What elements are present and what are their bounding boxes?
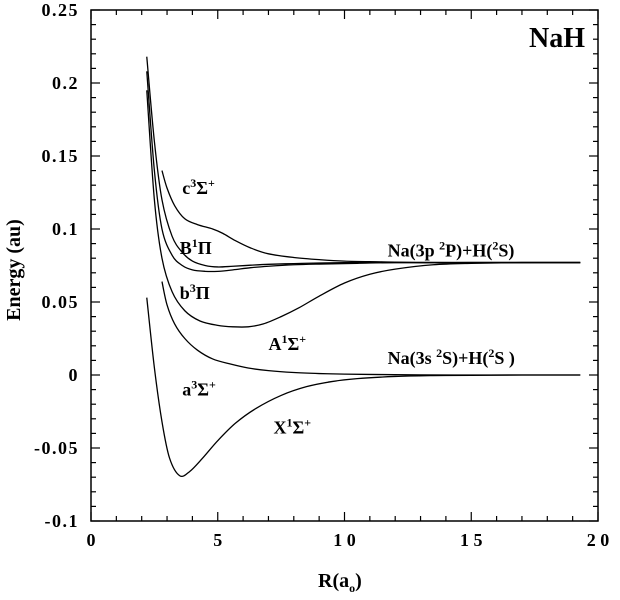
state-label: Na(3s 2S)+H(2S ) bbox=[388, 346, 515, 369]
y-tick-label: -0.05 bbox=[34, 438, 79, 458]
state-label: c3Σ+ bbox=[182, 176, 215, 198]
y-axis-title: Energy (au) bbox=[3, 219, 25, 321]
x-tick-label: 5 bbox=[213, 530, 222, 550]
state-label: X1Σ+ bbox=[274, 415, 312, 437]
plot-frame bbox=[90, 9, 599, 522]
curve-c3Σ+ bbox=[161, 170, 581, 264]
y-tick-label: 0.25 bbox=[42, 0, 80, 20]
y-tick-label: 0.2 bbox=[52, 73, 79, 93]
x-tick-label: 1 0 bbox=[333, 530, 356, 550]
chart-title: NaH bbox=[529, 23, 585, 54]
state-label: Na(3p 2P)+H(2S) bbox=[388, 239, 515, 262]
y-tick-label: 0.15 bbox=[42, 146, 80, 166]
curve-X1Σ+ bbox=[146, 297, 581, 478]
curve-B1Π bbox=[146, 56, 581, 268]
x-tick-label: 2 0 bbox=[587, 530, 610, 550]
state-label: A1Σ+ bbox=[268, 332, 306, 354]
x-tick-label: 1 5 bbox=[460, 530, 483, 550]
y-tick-label: 0.05 bbox=[42, 292, 80, 312]
x-tick-label: 0 bbox=[87, 530, 96, 550]
curves-group bbox=[146, 56, 581, 478]
y-tick-label: 0.1 bbox=[52, 219, 79, 239]
x-axis-title: R(ao) bbox=[318, 570, 362, 595]
y-tick-label: -0.1 bbox=[45, 511, 80, 531]
annotations-group: c3Σ+ B1Π b3Π A1Σ+ a3Σ+ X1Σ+ Na(3p 2P)+H(2S) Na(… bbox=[180, 176, 515, 437]
state-label: B1Π bbox=[180, 236, 212, 258]
curve-a3Σ+ bbox=[161, 281, 581, 376]
curve-b3Π bbox=[146, 71, 581, 273]
state-label: a3Σ+ bbox=[182, 377, 216, 399]
state-label: b3Π bbox=[180, 281, 210, 303]
curve-A1Σ+ bbox=[146, 90, 581, 328]
y-tick-label: 0 bbox=[69, 365, 80, 385]
